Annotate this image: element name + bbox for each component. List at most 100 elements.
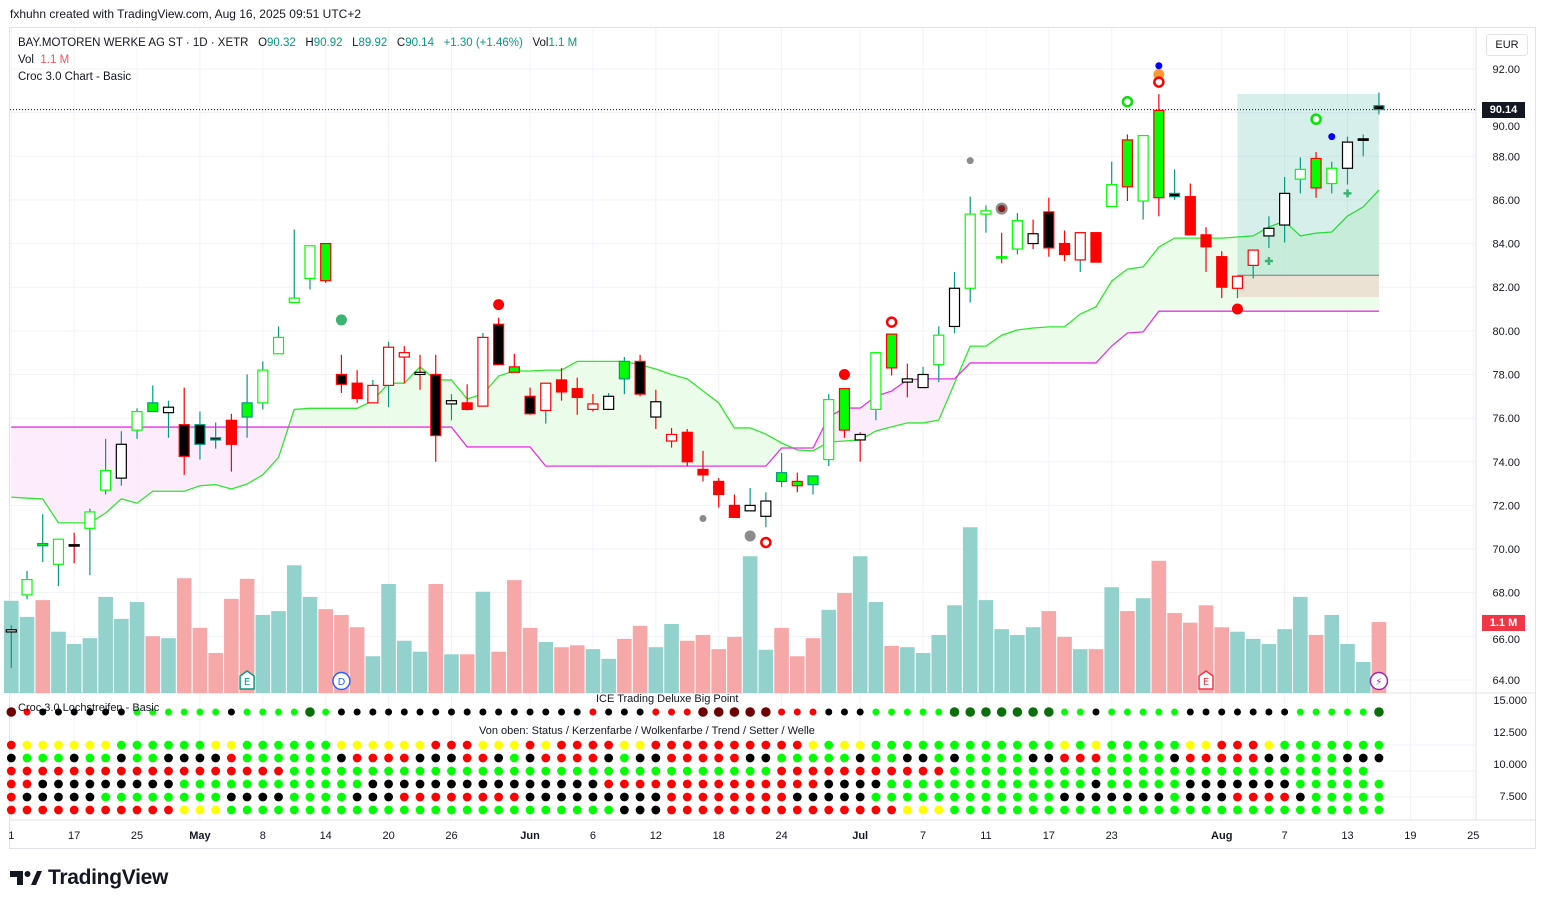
candle-body bbox=[1153, 109, 1165, 199]
dot-big-point bbox=[840, 708, 848, 716]
dot-trend bbox=[1091, 779, 1101, 789]
dot-wolkenfarbe bbox=[714, 766, 724, 776]
volume-bar bbox=[679, 640, 695, 693]
dot-kerzenfarbe bbox=[808, 753, 818, 763]
dot-status bbox=[1107, 740, 1117, 750]
volume-bar bbox=[1167, 613, 1182, 693]
dot-status bbox=[792, 740, 802, 750]
dot-welle bbox=[242, 805, 252, 815]
dot-welle bbox=[1123, 805, 1132, 815]
dot-wolkenfarbe bbox=[934, 766, 944, 776]
candle-body bbox=[1106, 184, 1118, 208]
dot-big-point bbox=[1344, 708, 1351, 716]
dot-status bbox=[447, 740, 456, 750]
volume-bar bbox=[475, 591, 491, 693]
dot-kerzenfarbe bbox=[745, 753, 755, 763]
lochstreifen-title[interactable]: Croc 3.0 Lochstreifen - Basic bbox=[18, 702, 160, 714]
signal-markers bbox=[335, 62, 1352, 549]
candle-body bbox=[964, 213, 976, 289]
candle bbox=[225, 413, 237, 472]
candle bbox=[445, 394, 458, 421]
volume-bar bbox=[774, 627, 789, 693]
dot-setter bbox=[840, 792, 849, 802]
dot-status bbox=[148, 740, 158, 750]
volume-indicator-label[interactable]: Vol bbox=[18, 54, 34, 66]
dot-trend bbox=[588, 779, 598, 789]
dot-kerzenfarbe bbox=[399, 753, 409, 763]
dot-kerzenfarbe bbox=[855, 753, 865, 763]
dot-kerzenfarbe bbox=[1358, 753, 1368, 763]
event-badge-earnings[interactable]: E bbox=[239, 670, 255, 690]
cloud-fill-segment bbox=[592, 361, 609, 467]
tradingview-logo[interactable]: TradingView bbox=[10, 866, 168, 890]
volume-bar bbox=[224, 598, 239, 693]
dot-wolkenfarbe bbox=[1170, 766, 1179, 776]
candle bbox=[1121, 134, 1134, 202]
candle bbox=[933, 326, 945, 383]
volume-bar bbox=[349, 627, 365, 693]
event-badge-earnings[interactable]: E bbox=[1198, 670, 1214, 690]
indicator-croc-chart[interactable]: Croc 3.0 Chart - Basic bbox=[18, 71, 132, 83]
candle bbox=[68, 532, 80, 564]
volume-bar bbox=[1308, 634, 1324, 693]
dot-status bbox=[1264, 740, 1274, 750]
dot-setter bbox=[226, 792, 236, 802]
price-tick-label: 82.00 bbox=[1492, 282, 1520, 294]
price-tick-label: 86.00 bbox=[1492, 195, 1520, 207]
volume-bar bbox=[931, 634, 947, 693]
dot-setter bbox=[1295, 792, 1305, 802]
dot-wolkenfarbe bbox=[431, 766, 441, 776]
dot-status bbox=[698, 740, 708, 750]
dot-setter bbox=[792, 792, 802, 802]
dot-welle bbox=[965, 805, 975, 815]
cloud-fill-segment bbox=[74, 427, 90, 523]
dot-welle bbox=[855, 805, 865, 815]
dot-setter bbox=[211, 792, 221, 802]
dot-kerzenfarbe bbox=[887, 753, 897, 763]
dot-big-point bbox=[1076, 708, 1084, 716]
dot-welle bbox=[415, 805, 425, 815]
volume-bar bbox=[1010, 634, 1025, 693]
dot-status bbox=[588, 740, 598, 750]
dot-wolkenfarbe bbox=[1201, 766, 1211, 776]
candle bbox=[351, 370, 363, 403]
dot-wolkenfarbe bbox=[745, 766, 755, 776]
dot-setter bbox=[1374, 792, 1384, 802]
dot-kerzenfarbe bbox=[22, 753, 32, 763]
candle-body bbox=[1341, 141, 1354, 169]
volume-bar bbox=[35, 600, 51, 693]
volume-bar bbox=[1261, 643, 1277, 693]
dot-kerzenfarbe bbox=[1280, 753, 1290, 763]
dot-status bbox=[902, 740, 912, 750]
dot-kerzenfarbe bbox=[730, 753, 739, 763]
volume-bar bbox=[129, 602, 145, 693]
event-badge-dividend[interactable]: D bbox=[332, 671, 351, 691]
dot-setter bbox=[399, 792, 409, 802]
candle-body bbox=[901, 378, 913, 383]
dot-welle bbox=[808, 805, 818, 815]
dot-welle bbox=[1374, 805, 1384, 815]
dot-kerzenfarbe bbox=[258, 753, 268, 763]
dot-welle bbox=[887, 805, 897, 815]
volume-bar bbox=[82, 638, 98, 693]
signal-dot-small bbox=[699, 514, 707, 522]
dot-welle bbox=[69, 805, 79, 815]
candle bbox=[1216, 251, 1228, 299]
candle bbox=[1294, 157, 1306, 194]
candle-body bbox=[728, 504, 741, 519]
dot-status bbox=[777, 740, 786, 750]
candle-body bbox=[1121, 139, 1134, 188]
big-point-title[interactable]: ICE Trading Deluxe Big Point bbox=[596, 693, 739, 705]
dot-welle bbox=[682, 805, 692, 815]
dot-kerzenfarbe bbox=[148, 753, 158, 763]
event-badge-news[interactable]: ⚡ bbox=[1369, 671, 1389, 691]
symbol-name[interactable]: BAY.MOTOREN WERKE AG ST · 1D · XETR bbox=[18, 37, 249, 49]
dot-big-point bbox=[636, 708, 644, 716]
dot-welle bbox=[1327, 805, 1337, 815]
volume-bar bbox=[994, 629, 1009, 693]
dot-trend bbox=[1201, 779, 1211, 789]
currency-button[interactable]: EUR bbox=[1486, 34, 1528, 56]
dot-setter bbox=[337, 792, 346, 802]
dot-status bbox=[840, 740, 849, 750]
